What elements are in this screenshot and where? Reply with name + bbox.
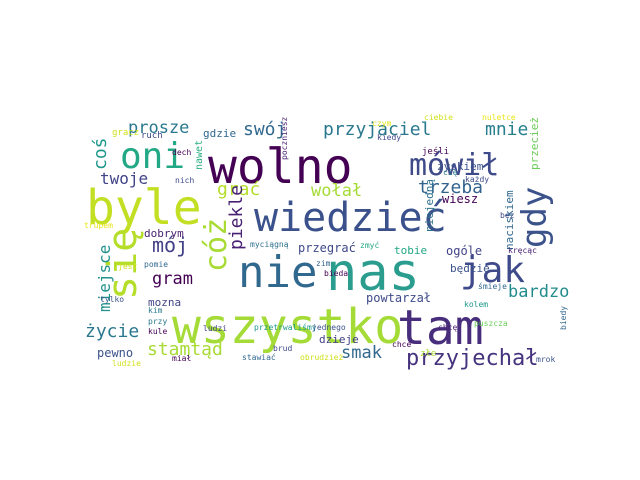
word-66: bieda (324, 269, 348, 278)
word-53: poczniesz (280, 116, 289, 160)
word-59: bez (500, 211, 515, 220)
word-81: ludzie (112, 359, 141, 368)
word-21: wołał (311, 181, 362, 201)
word-cloud-background (80, 118, 570, 370)
word-64: pomie (144, 260, 168, 269)
word-86: złe (420, 349, 436, 359)
word-46: przecież (528, 117, 541, 170)
word-22: trzeba (418, 177, 483, 198)
word-52: kiedy (377, 133, 401, 142)
word-57: cię (443, 168, 458, 177)
word-62: zmyć (360, 240, 379, 250)
word-69: tylko (100, 295, 124, 304)
word-36: niejedną (423, 179, 436, 232)
word-42: przegrać (298, 241, 356, 255)
word-63: jest (118, 262, 137, 271)
word-13: przyjechał (406, 346, 538, 371)
word-3: nie (238, 247, 317, 298)
word-9: mówił (409, 148, 499, 183)
word-87: mrok (536, 355, 555, 364)
word-84: stawiać (242, 352, 276, 362)
word-77: biedy (559, 306, 568, 330)
word-14: prosze (128, 118, 189, 138)
word-27: miejsce (95, 245, 114, 312)
word-61: myciągną (250, 240, 289, 249)
word-80: chce (392, 340, 411, 349)
word-51: czym (372, 119, 391, 128)
word-7: się (100, 228, 146, 300)
word-73: ludzi (203, 324, 227, 333)
word-4: nas (326, 243, 420, 303)
word-56: nuletce (482, 113, 516, 122)
word-71: przy (148, 317, 167, 326)
word-5: wszystko (172, 299, 403, 355)
word-18: coś (90, 137, 111, 170)
word-39: ogóle (446, 244, 482, 258)
word-35: wiesz (442, 192, 478, 206)
word-12: cóż (199, 218, 234, 272)
word-75: jednego (312, 323, 346, 332)
word-43: powtarzał (366, 291, 431, 305)
word-45: naciskiem (503, 190, 516, 250)
word-67: kręcąc (508, 246, 537, 255)
word-60: trupem (84, 221, 113, 230)
word-58: każdy (465, 175, 489, 184)
word-38: nawet (194, 140, 205, 170)
word-70: kim (148, 306, 163, 315)
word-25: gram (152, 269, 193, 289)
word-72: kule (148, 327, 167, 336)
word-76: puszcza (474, 319, 508, 328)
word-41: tobie (394, 244, 427, 257)
word-50: nich (175, 176, 194, 185)
word-28: życie (85, 321, 139, 342)
word-19: twoje (100, 169, 148, 188)
word-30: smak (341, 343, 382, 363)
word-83: brud (273, 344, 292, 353)
word-24: mój (152, 233, 188, 257)
word-74: przetrwaliśmy (254, 322, 317, 332)
word-55: ciebie (424, 113, 453, 122)
word-68: śmieje (478, 281, 507, 291)
word-16: przyjaciel (323, 119, 431, 140)
word-1: byle (86, 180, 202, 236)
word-20: grać (217, 179, 260, 200)
word-33: dobrym (144, 227, 184, 240)
word-8: oni (120, 136, 185, 177)
word-85: obrudzież (300, 353, 344, 362)
word-48: ruch (141, 131, 163, 141)
word-44: dzieje (319, 333, 359, 346)
word-82: miał (172, 354, 191, 363)
word-10: gdy (515, 187, 555, 248)
word-65: zim (316, 259, 331, 268)
word-0: wolno (208, 139, 353, 195)
word-17: mnie (485, 119, 528, 140)
word-23: piekle (226, 185, 247, 250)
word-11: jak (460, 250, 525, 291)
word-31: mozna (148, 296, 181, 309)
word-15: swój (243, 119, 286, 140)
word-54: jeśli (422, 146, 449, 157)
word-2: wiedzieć (254, 195, 447, 241)
word-49: dech (172, 148, 191, 157)
word-6: tam (397, 300, 484, 356)
word-32: pewno (97, 346, 133, 360)
word-34: zyskiem (437, 160, 484, 173)
word-78: kolem (464, 300, 488, 309)
word-37: gdzie (203, 127, 236, 140)
word-29: stamtąd (147, 339, 223, 360)
word-40: będzie (450, 262, 490, 275)
word-47: gracz (112, 128, 139, 138)
word-26: bardzo (508, 282, 569, 302)
word-79: chcę (438, 323, 457, 332)
